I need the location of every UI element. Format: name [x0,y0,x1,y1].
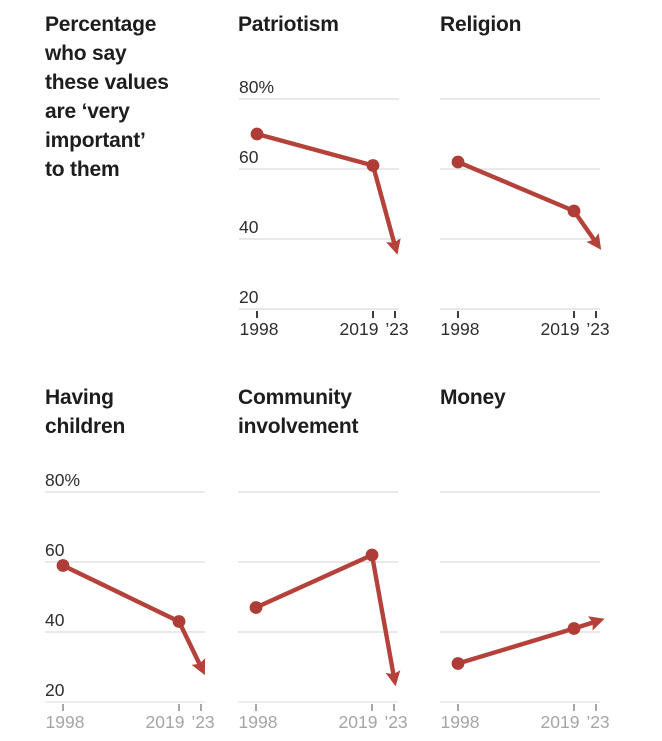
svg-text:20: 20 [239,287,259,307]
svg-text:20: 20 [45,680,65,700]
title-line: Religion [440,13,522,36]
svg-text:’23: ’23 [586,319,609,339]
svg-text:1998: 1998 [441,319,480,339]
title-line: involvement [238,415,359,438]
svg-text:’23: ’23 [586,712,609,732]
having-children-chart: 80% 60 40 20 1998 2019 ’23 [45,470,215,732]
svg-text:1998: 1998 [46,712,85,732]
description-line: are ‘very [45,100,130,123]
community-involvement-chart: 1998 2019 ’23 [238,491,408,732]
money-chart: 1998 2019 ’23 [440,491,610,732]
svg-text:2019: 2019 [340,319,379,339]
description-line: to them [45,158,120,181]
title-line: Patriotism [238,13,339,36]
title-line: children [45,415,126,438]
svg-text:2019: 2019 [339,712,378,732]
svg-text:40: 40 [45,610,65,630]
svg-text:1998: 1998 [441,712,480,732]
svg-text:2019: 2019 [146,712,185,732]
title-line: Having [45,386,114,409]
description-line: who say [45,42,127,65]
patriotism-title: Patriotism [238,10,339,39]
svg-text:40: 40 [239,217,259,237]
money-title: Money [440,383,506,412]
svg-text:2019: 2019 [541,319,580,339]
having-children-title: Having children [45,383,125,441]
religion-chart: 1998 2019 ’23 [440,98,610,339]
svg-text:60: 60 [45,540,65,560]
figure-description: Percentage who say these values are ‘ver… [45,10,240,184]
svg-text:1998: 1998 [239,712,278,732]
description-line: these values [45,71,169,94]
description-line: important’ [45,129,146,152]
religion-title: Religion [440,10,521,39]
svg-text:80%: 80% [239,77,274,97]
title-line: Community [238,386,352,409]
title-line: Money [440,386,506,409]
svg-text:80%: 80% [45,470,80,490]
svg-text:’23: ’23 [191,712,214,732]
description-line: Percentage [45,13,157,36]
patriotism-chart: 80% 60 40 20 1998 2019 ’23 [239,77,409,339]
svg-text:’23: ’23 [385,319,408,339]
svg-text:60: 60 [239,147,259,167]
svg-text:2019: 2019 [541,712,580,732]
community-involvement-title: Community involvement [238,383,359,441]
svg-text:’23: ’23 [384,712,407,732]
svg-text:1998: 1998 [240,319,279,339]
